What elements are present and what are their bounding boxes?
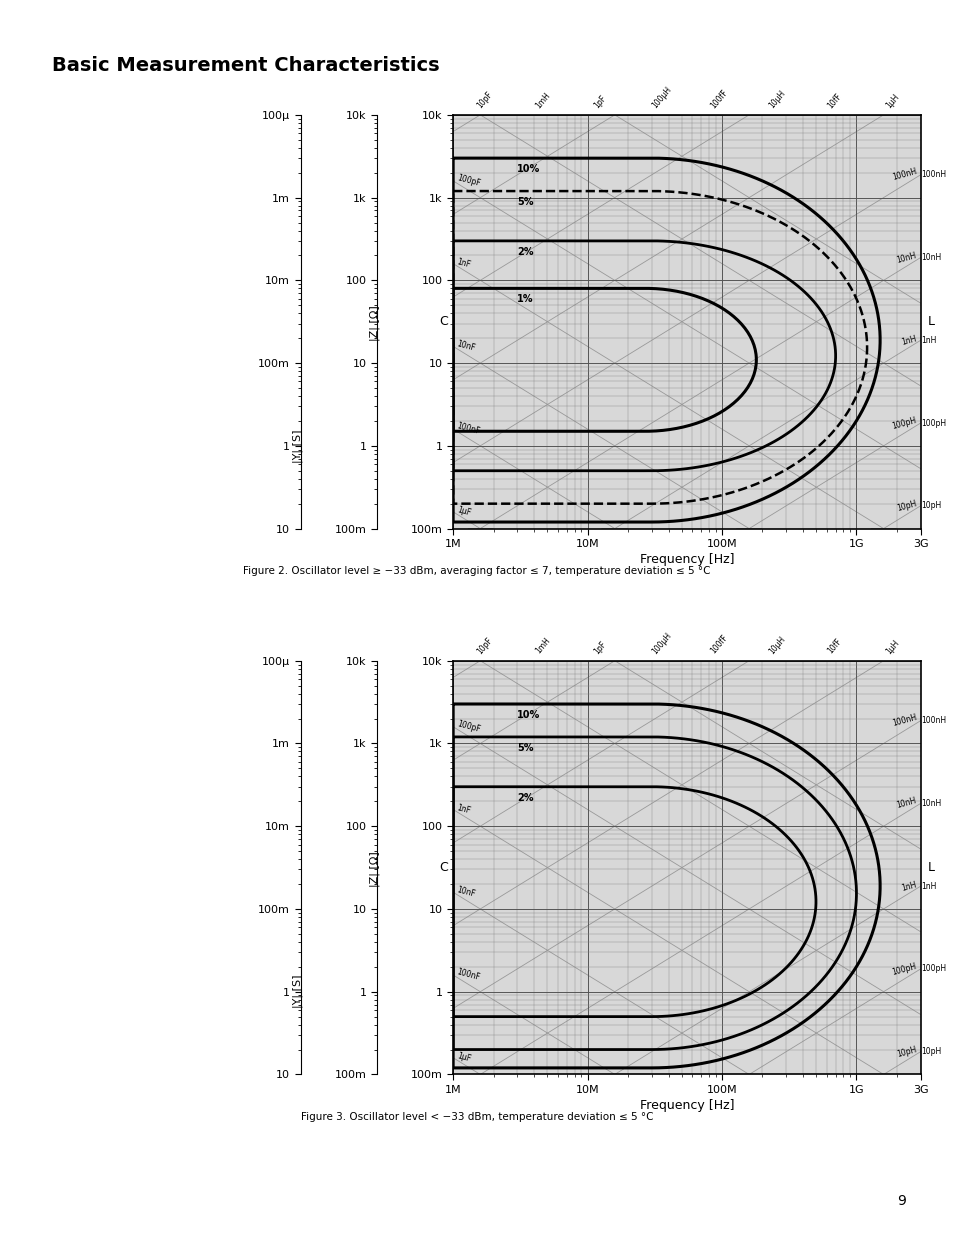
Text: 100pH: 100pH [890, 415, 917, 431]
Text: 1mH: 1mH [534, 636, 552, 656]
X-axis label: Frequency [Hz]: Frequency [Hz] [639, 1099, 734, 1112]
Text: Figure 3. Oscillator level < −33 dBm, temperature deviation ≤ 5 °C: Figure 3. Oscillator level < −33 dBm, te… [300, 1112, 653, 1121]
Text: 10μH: 10μH [767, 89, 787, 110]
Text: 1μF: 1μF [456, 1051, 472, 1063]
Text: 10nF: 10nF [456, 885, 476, 899]
Text: 100nH: 100nH [890, 713, 917, 729]
Text: 10nF: 10nF [456, 340, 476, 353]
Text: 1μF: 1μF [456, 505, 472, 517]
Text: 100pH: 100pH [890, 961, 917, 977]
Text: 2%: 2% [517, 793, 534, 803]
Text: 100pH: 100pH [921, 965, 945, 973]
Text: 10%: 10% [517, 164, 540, 174]
Text: 100nF: 100nF [456, 967, 480, 982]
Text: 100nH: 100nH [921, 170, 945, 179]
X-axis label: Frequency [Hz]: Frequency [Hz] [639, 553, 734, 566]
Text: 1nH: 1nH [921, 882, 936, 890]
Text: 10%: 10% [517, 710, 540, 720]
Text: L: L [927, 861, 934, 874]
Text: 10pH: 10pH [895, 499, 917, 513]
Text: 2%: 2% [517, 247, 534, 257]
Text: 1nH: 1nH [921, 336, 936, 345]
Text: C: C [439, 315, 448, 329]
Text: L: L [927, 315, 934, 329]
Text: 100μH: 100μH [650, 631, 673, 656]
Text: 5%: 5% [517, 196, 534, 207]
Text: 1pF: 1pF [592, 94, 608, 110]
Text: 10pF: 10pF [475, 636, 494, 656]
Text: Figure 2. Oscillator level ≥ −33 dBm, averaging factor ≤ 7, temperature deviatio: Figure 2. Oscillator level ≥ −33 dBm, av… [243, 566, 710, 576]
Text: |Y| [S]: |Y| [S] [293, 974, 303, 1009]
Text: 9: 9 [897, 1194, 905, 1208]
Text: 100pH: 100pH [921, 419, 945, 427]
Text: 1%: 1% [517, 294, 534, 304]
Text: 10pH: 10pH [895, 1045, 917, 1058]
Text: C: C [439, 861, 448, 874]
Text: 10μH: 10μH [767, 635, 787, 656]
Text: 100nH: 100nH [921, 716, 945, 725]
Text: 100nF: 100nF [456, 421, 480, 436]
Text: 1nF: 1nF [456, 257, 472, 269]
Text: 10fF: 10fF [825, 91, 842, 110]
Text: 10nH: 10nH [895, 251, 917, 264]
Text: 1pF: 1pF [592, 640, 608, 656]
Text: 10pH: 10pH [921, 1047, 941, 1056]
Text: 100fF: 100fF [708, 634, 729, 656]
Text: 100fF: 100fF [708, 88, 729, 110]
Text: 1nH: 1nH [900, 879, 917, 893]
Text: |Z| [Ω]: |Z| [Ω] [369, 852, 379, 888]
Text: 5%: 5% [517, 742, 534, 753]
Text: |Z| [Ω]: |Z| [Ω] [369, 306, 379, 342]
Text: 10nH: 10nH [921, 799, 941, 808]
Text: 1nF: 1nF [456, 803, 472, 815]
Text: 100μH: 100μH [650, 85, 673, 110]
Text: 10nH: 10nH [921, 253, 941, 262]
Text: 100pF: 100pF [456, 719, 480, 734]
Text: 10pF: 10pF [475, 90, 494, 110]
Text: 1μH: 1μH [883, 93, 901, 110]
Text: 10fF: 10fF [825, 637, 842, 656]
Text: Basic Measurement Characteristics: Basic Measurement Characteristics [52, 56, 439, 74]
Text: 100nH: 100nH [890, 167, 917, 183]
Text: 1mH: 1mH [534, 90, 552, 110]
Text: 100pF: 100pF [456, 173, 480, 188]
Text: 1nH: 1nH [900, 333, 917, 347]
Text: 10pH: 10pH [921, 501, 941, 510]
Text: 1μH: 1μH [883, 638, 901, 656]
Text: 10nH: 10nH [895, 797, 917, 810]
Text: |Y| [S]: |Y| [S] [293, 429, 303, 463]
